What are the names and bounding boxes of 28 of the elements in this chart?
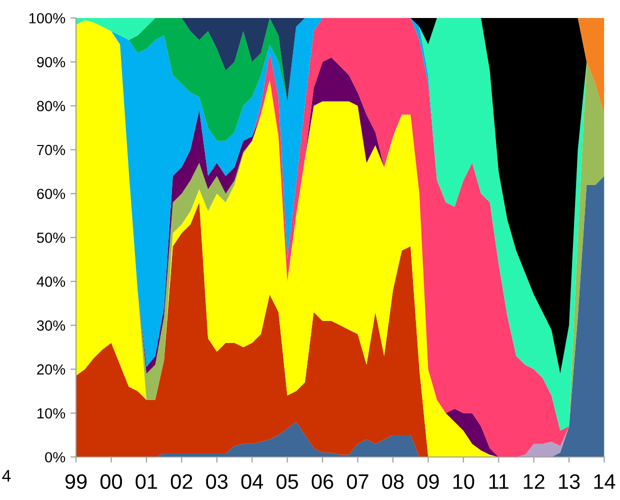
x-tick-label: 13 bbox=[559, 474, 580, 489]
x-tick-label: 00 bbox=[100, 474, 122, 489]
x-tick-label: 07 bbox=[346, 474, 368, 489]
x-tick-label: 12 bbox=[524, 474, 544, 489]
x-tick-label: 01 bbox=[136, 474, 158, 489]
y-tick-label: 50% bbox=[36, 232, 66, 243]
x-tick-label: 03 bbox=[206, 474, 228, 489]
y-tick-label: 90% bbox=[37, 57, 66, 68]
text: 4 bbox=[2, 470, 11, 482]
y-tick-label: 80% bbox=[37, 100, 66, 112]
x-tick-label: 10 bbox=[453, 474, 474, 489]
y-tick-label: 30% bbox=[36, 320, 66, 331]
x-tick-label: 04 bbox=[241, 474, 264, 489]
x-tick-label: 08 bbox=[382, 474, 404, 489]
x-tick-label: 06 bbox=[312, 474, 334, 489]
x-tick-label: 99 bbox=[65, 474, 87, 489]
y-tick-label: 0% bbox=[45, 452, 66, 462]
y-tick-label: 10% bbox=[38, 408, 66, 419]
x-tick-label: 14 bbox=[594, 474, 616, 489]
x-tick-label: 05 bbox=[276, 474, 298, 489]
x-tick-label: 11 bbox=[489, 474, 508, 489]
y-tick-label: 40% bbox=[36, 276, 66, 287]
x-tick-label: 02 bbox=[170, 474, 192, 489]
y-tick-label: 60% bbox=[37, 188, 66, 200]
y-tick-label: 70% bbox=[37, 144, 66, 156]
y-tick-label: 20% bbox=[37, 364, 66, 375]
x-tick-label: 09 bbox=[417, 474, 439, 489]
y-tick-label: 100% bbox=[29, 13, 66, 24]
